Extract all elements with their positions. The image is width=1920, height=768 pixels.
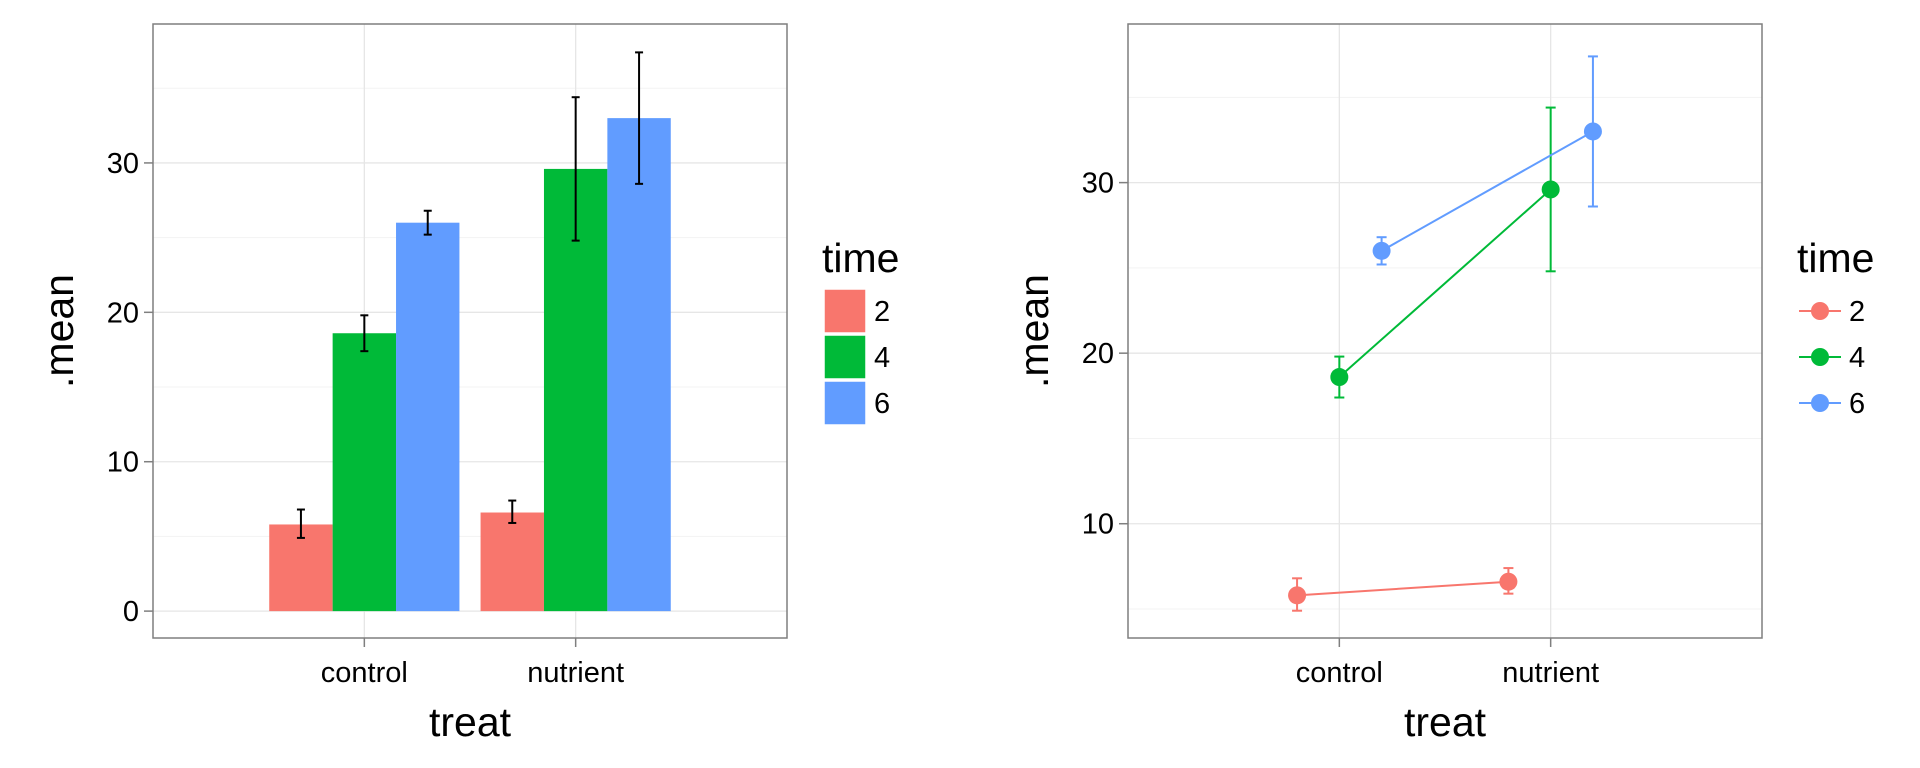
series-line — [1381, 130, 1594, 252]
x-tick-label: nutrient — [1502, 657, 1599, 689]
x-axis-title: treat — [429, 699, 512, 745]
x-tick-label: control — [321, 657, 408, 689]
panel-border — [1127, 23, 1763, 639]
data-point — [1541, 180, 1560, 199]
y-tick-label: 10 — [1082, 509, 1114, 541]
legend-key — [823, 334, 867, 380]
legend-key — [1811, 348, 1829, 366]
y-axis-title: .mean — [36, 274, 82, 388]
bar-chart-panel: 0 10 20 30 control nutrient treat .mean time 2 4 6 — [36, 23, 899, 745]
plot-background — [1128, 24, 1762, 638]
legend-label: 4 — [1849, 342, 1865, 374]
panel-border — [152, 23, 788, 639]
legend-label: 4 — [874, 342, 890, 374]
legend-label: 6 — [1849, 388, 1865, 420]
series-line — [1297, 580, 1509, 597]
series-line — [1338, 188, 1552, 378]
legend-title: time — [1797, 235, 1874, 281]
x-tick-label: control — [1296, 657, 1383, 689]
data-point — [1288, 586, 1307, 605]
y-tick-label: 20 — [107, 297, 139, 329]
legend-title: time — [822, 235, 899, 281]
legend-key — [823, 380, 867, 426]
y-tick-label: 30 — [107, 148, 139, 180]
data-point — [1372, 241, 1391, 260]
legend-label: 2 — [1849, 296, 1865, 328]
data-point — [1583, 122, 1602, 141]
data-point — [1330, 368, 1349, 387]
legend-key — [823, 288, 867, 334]
y-tick-label: 20 — [1082, 338, 1114, 370]
x-axis-title: treat — [1404, 699, 1487, 745]
plot-background — [153, 24, 787, 638]
legend-key — [1811, 394, 1829, 412]
bar — [332, 333, 397, 612]
bar — [396, 222, 460, 612]
line-chart-panel: 10 20 30 control nutrient treat .mean time 2 4 6 — [1011, 23, 1874, 745]
legend-label: 6 — [874, 388, 890, 420]
y-tick-label: 30 — [1082, 168, 1114, 200]
y-tick-label: 0 — [123, 596, 139, 628]
y-tick-label: 10 — [107, 447, 139, 479]
bar — [543, 168, 608, 612]
y-axis-title: .mean — [1011, 274, 1057, 388]
bar — [607, 118, 671, 612]
legend-label: 2 — [874, 296, 890, 328]
data-point — [1499, 572, 1518, 591]
x-tick-label: nutrient — [527, 657, 624, 689]
legend-key — [1811, 302, 1829, 320]
bar — [480, 512, 544, 612]
